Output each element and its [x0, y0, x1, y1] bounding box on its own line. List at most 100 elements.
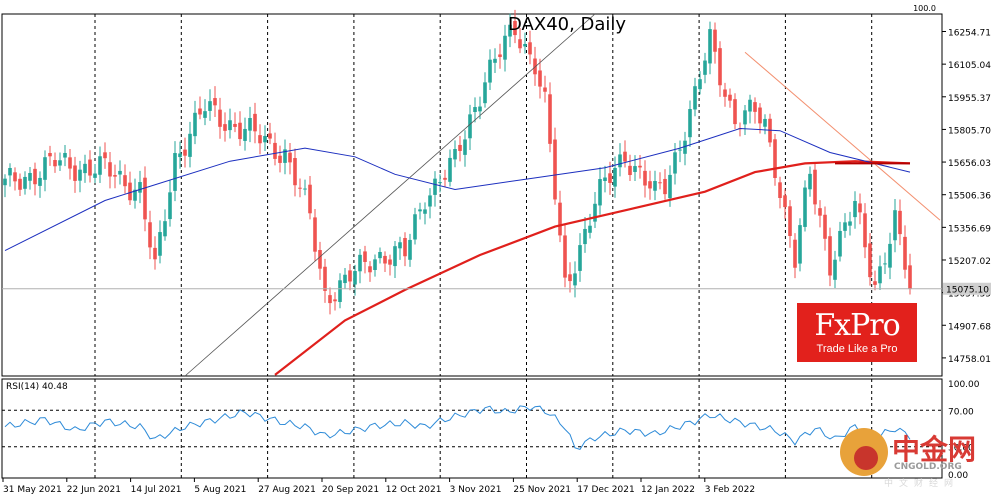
candle-body — [643, 170, 647, 186]
candle-body — [493, 58, 497, 63]
candle-body — [853, 200, 857, 218]
candle-body — [188, 133, 192, 157]
candle-body — [343, 274, 347, 284]
candle-body — [678, 149, 682, 151]
candle-body — [153, 247, 157, 260]
candle-body — [248, 118, 252, 131]
candle-body — [423, 209, 427, 214]
rsi-tick-label: 0.00 — [948, 471, 968, 481]
candle-body — [708, 29, 712, 64]
candle-body — [433, 178, 437, 195]
candle-body — [858, 203, 862, 213]
candle-body — [363, 251, 367, 262]
candle-body — [588, 225, 592, 233]
fxpro-logo: FxPro Trade Like a Pro — [797, 303, 917, 362]
candle-body — [333, 299, 337, 302]
candle-body — [458, 144, 462, 151]
candle-body — [198, 108, 202, 115]
candle-body — [103, 152, 107, 159]
candle-body — [488, 59, 492, 83]
candle-body — [403, 237, 407, 257]
rsi-pane-frame — [1, 378, 943, 479]
candle-body — [18, 178, 22, 190]
candle-body — [378, 251, 382, 259]
time-axis-label: 27 Aug 2021 — [258, 485, 316, 495]
candle-body — [388, 259, 392, 265]
candle-body — [453, 148, 457, 160]
candle-body — [148, 222, 152, 248]
candle-body — [633, 166, 637, 172]
candle-body — [38, 177, 42, 186]
candle-body — [903, 236, 907, 270]
candle-body — [238, 122, 242, 140]
candle-body — [473, 107, 477, 113]
candle-body — [33, 168, 37, 185]
candle-body — [68, 157, 72, 169]
candle-body — [718, 48, 722, 86]
candle-body — [78, 169, 82, 181]
candle-body — [168, 192, 172, 220]
rsi-tick-label: 100.00 — [948, 380, 980, 390]
candle-body — [373, 259, 377, 270]
candle-body — [183, 149, 187, 156]
candle-body — [503, 35, 507, 60]
candle-body — [573, 273, 577, 286]
candle-body — [353, 271, 357, 285]
candle-body — [668, 174, 672, 199]
candle-body — [313, 217, 317, 252]
candle-body — [813, 169, 817, 205]
candle-body — [328, 295, 332, 304]
candle-body — [73, 165, 77, 181]
candle-body — [223, 124, 227, 131]
candle-body — [123, 175, 127, 187]
candle-body — [443, 177, 447, 180]
candle-body — [648, 181, 652, 189]
candle-body — [253, 113, 257, 132]
candle-body — [883, 263, 887, 265]
candle-body — [438, 182, 442, 184]
price-tick-label: 15955.37 — [948, 94, 991, 104]
candle-body — [868, 243, 872, 278]
candle-body — [698, 79, 702, 90]
candle-body — [48, 153, 52, 157]
candle-body — [578, 245, 582, 271]
price-tick-label: 15656.03 — [948, 159, 991, 169]
candle-body — [203, 111, 207, 118]
candle-body — [673, 152, 677, 174]
candle-body — [568, 274, 572, 282]
candle-body — [308, 184, 312, 214]
trendline-down — [744, 51, 941, 221]
candle-body — [158, 232, 162, 256]
rsi-line — [4, 405, 911, 450]
price-tick-label: 15805.70 — [948, 126, 991, 136]
candle-body — [418, 209, 422, 212]
candle-body — [398, 242, 402, 249]
candle-body — [233, 123, 237, 127]
candle-body — [788, 206, 792, 236]
candle-body — [763, 118, 767, 127]
candle-body — [838, 230, 842, 257]
candle-body — [118, 170, 122, 175]
candle-body — [758, 107, 762, 124]
candle-body — [798, 225, 802, 264]
candle-body — [338, 280, 342, 302]
price-tick-label: 14907.68 — [948, 322, 991, 332]
candle-body — [823, 214, 827, 239]
candle-body — [273, 142, 277, 159]
candle-body — [98, 156, 102, 175]
candle-body — [593, 203, 597, 222]
candle-body — [608, 173, 612, 183]
ma-slow-line — [274, 160, 911, 376]
candle-body — [468, 114, 472, 139]
price-tick-label: 15356.69 — [948, 224, 991, 234]
candle-body — [143, 177, 147, 220]
candle-body — [483, 82, 487, 104]
candle-body — [693, 86, 697, 110]
candle-body — [243, 128, 247, 141]
time-axis-label: 5 Aug 2021 — [194, 485, 246, 495]
candle-body — [448, 157, 452, 182]
candle-body — [543, 87, 547, 92]
candle-body — [603, 177, 607, 181]
candle-body — [908, 265, 912, 289]
